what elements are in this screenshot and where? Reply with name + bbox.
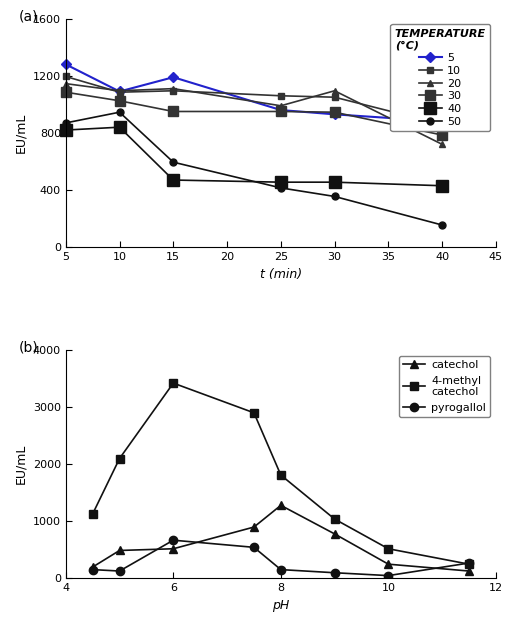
30 <box>63 88 69 96</box>
Line: 5: 5 <box>62 61 445 125</box>
50 <box>170 159 176 166</box>
pyrogallol <box>116 567 122 575</box>
50 <box>438 221 444 229</box>
20 <box>331 87 337 95</box>
4-methyl
catechol <box>250 409 257 417</box>
10 <box>277 92 283 100</box>
4-methyl
catechol <box>89 510 95 518</box>
Line: 50: 50 <box>62 109 445 228</box>
catechol <box>250 523 257 531</box>
40 <box>277 179 283 186</box>
40 <box>331 179 337 186</box>
4-methyl
catechol <box>331 515 337 522</box>
catechol <box>170 545 176 552</box>
30 <box>331 108 337 116</box>
30 <box>170 108 176 115</box>
pyrogallol <box>170 536 176 544</box>
30 <box>116 97 122 104</box>
10 <box>63 73 69 80</box>
Legend: 5, 10, 20, 30, 40, 50: 5, 10, 20, 30, 40, 50 <box>389 24 489 131</box>
10 <box>331 93 337 101</box>
40 <box>116 123 122 131</box>
catechol <box>116 547 122 554</box>
Line: 40: 40 <box>60 121 447 192</box>
4-methyl
catechol <box>277 471 283 479</box>
10 <box>116 88 122 96</box>
pyrogallol <box>331 569 337 577</box>
4-methyl
catechol <box>170 379 176 387</box>
X-axis label: t (min): t (min) <box>259 267 301 281</box>
5 <box>170 73 176 81</box>
40 <box>438 182 444 190</box>
10 <box>438 121 444 128</box>
10 <box>170 87 176 95</box>
Line: 30: 30 <box>61 87 446 140</box>
pyrogallol <box>465 559 471 567</box>
catechol <box>385 560 391 568</box>
20 <box>277 102 283 109</box>
pyrogallol <box>89 566 95 573</box>
50 <box>63 119 69 127</box>
5 <box>63 60 69 68</box>
30 <box>277 108 283 115</box>
Line: 10: 10 <box>62 73 445 128</box>
Legend: catechol, 4-methyl
catechol, pyrogallol: catechol, 4-methyl catechol, pyrogallol <box>398 356 489 417</box>
X-axis label: pH: pH <box>272 599 289 612</box>
40 <box>63 126 69 134</box>
20 <box>170 85 176 92</box>
Text: (a): (a) <box>19 9 38 24</box>
pyrogallol <box>385 572 391 579</box>
20 <box>63 80 69 87</box>
5 <box>438 118 444 125</box>
Y-axis label: EU/mL: EU/mL <box>14 444 27 485</box>
5 <box>116 88 122 95</box>
Line: 4-methyl
catechol: 4-methyl catechol <box>88 379 472 569</box>
50 <box>277 184 283 192</box>
50 <box>116 108 122 116</box>
40 <box>170 176 176 183</box>
Line: 20: 20 <box>62 80 445 148</box>
20 <box>116 87 122 95</box>
50 <box>331 193 337 200</box>
catechol <box>277 501 283 509</box>
4-methyl
catechol <box>465 560 471 568</box>
5 <box>277 106 283 114</box>
Line: pyrogallol: pyrogallol <box>88 536 472 580</box>
Line: catechol: catechol <box>88 501 472 575</box>
20 <box>438 141 444 148</box>
catechol <box>465 567 471 575</box>
4-methyl
catechol <box>385 545 391 552</box>
catechol <box>331 530 337 537</box>
pyrogallol <box>277 566 283 573</box>
30 <box>438 131 444 139</box>
Text: (b): (b) <box>19 341 38 355</box>
catechol <box>89 564 95 571</box>
5 <box>331 111 337 118</box>
4-methyl
catechol <box>116 455 122 462</box>
Y-axis label: EU/mL: EU/mL <box>14 113 27 153</box>
pyrogallol <box>250 544 257 551</box>
